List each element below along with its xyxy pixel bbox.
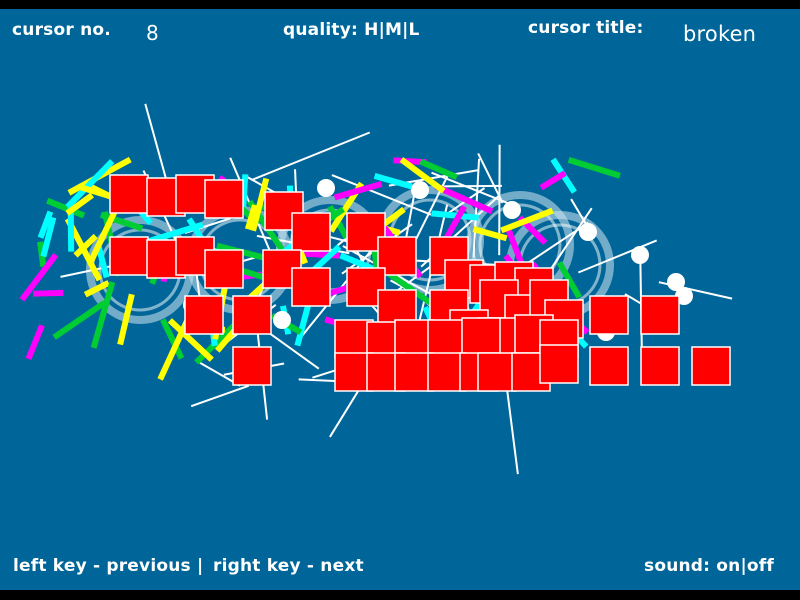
sound-label: sound: [644, 556, 711, 576]
red-square-trail [232, 346, 272, 386]
cursor-trail-canvas [19, 103, 733, 475]
white-line-trail [415, 173, 450, 240]
color-stick-trail [37, 210, 54, 239]
color-stick-trail [333, 181, 383, 201]
color-stick-trail [399, 157, 446, 194]
color-stick-trail [431, 210, 479, 221]
white-line-trail [442, 187, 486, 218]
white-line-trail [547, 207, 593, 274]
separator: | [402, 20, 409, 40]
white-dot [579, 223, 597, 241]
separator: | [197, 556, 204, 576]
color-stick-trail [33, 289, 64, 297]
sound-off-option[interactable]: off [746, 556, 774, 576]
color-stick-trail [382, 267, 436, 308]
color-stick-trail [25, 324, 45, 360]
white-line-trail [331, 174, 432, 216]
color-stick-trail [434, 183, 494, 215]
red-square-trail [291, 212, 331, 252]
red-square-trail [589, 346, 629, 386]
white-line-trail [440, 184, 502, 188]
color-stick-trail [90, 281, 116, 349]
color-stick-trail [472, 226, 508, 242]
color-stick-trail [52, 300, 107, 340]
white-line-trail [190, 384, 249, 408]
color-stick-trail [19, 253, 59, 302]
color-stick-trail [65, 159, 115, 210]
red-square-trail [427, 319, 467, 359]
color-stick-trail [117, 293, 135, 346]
color-stick-trail [73, 233, 98, 258]
sound-toggle: sound: on|off [644, 556, 774, 576]
white-line-trail [577, 239, 658, 274]
red-square-trail [109, 236, 149, 276]
white-dot [273, 311, 291, 329]
white-line-trail [472, 158, 481, 258]
previous-key-hint: left key - previous [13, 556, 191, 576]
red-square-trail [394, 319, 434, 359]
color-stick-trail [40, 216, 57, 258]
color-stick-trail [250, 177, 270, 232]
white-line-trail [251, 131, 371, 181]
white-dot [631, 246, 649, 264]
color-stick-trail [419, 158, 459, 180]
color-stick-trail [83, 280, 111, 298]
red-square-trail [291, 267, 331, 307]
white-dot [317, 179, 335, 197]
white-dot [503, 201, 521, 219]
color-stick-trail [160, 318, 185, 360]
red-square-trail [477, 352, 517, 392]
color-stick-trail [167, 318, 214, 362]
play-field [0, 9, 800, 590]
red-square-trail [232, 295, 272, 335]
quality-low-option[interactable]: L [408, 20, 420, 40]
cursor-no-label: cursor no. [12, 20, 111, 40]
color-stick-trail [88, 208, 119, 263]
color-stick-trail [244, 204, 258, 231]
red-square-trail [589, 295, 629, 335]
color-stick-trail [556, 261, 582, 299]
red-square-trail [204, 249, 244, 289]
separator: | [378, 20, 385, 40]
red-square-trail [204, 179, 244, 219]
color-stick-trail [157, 315, 192, 381]
color-stick-trail [567, 157, 621, 179]
white-dot [411, 181, 429, 199]
white-line-trail [477, 153, 504, 204]
quality-label: quality: [283, 20, 359, 40]
quality-medium-option[interactable]: M [385, 20, 403, 40]
color-stick-trail [148, 221, 204, 244]
cursor-no-value: 8 [146, 21, 159, 45]
sound-on-option[interactable]: on [716, 556, 741, 576]
red-square-trail [109, 174, 149, 214]
white-dot [667, 273, 685, 291]
cursor-title-value: broken [683, 22, 757, 46]
color-stick-trail [539, 170, 567, 191]
red-square-trail [539, 344, 579, 384]
color-stick-trail [500, 207, 554, 234]
red-square-trail [461, 317, 501, 357]
color-stick-trail [46, 197, 86, 219]
next-key-hint: right key - next [213, 556, 364, 576]
red-square-trail [640, 295, 680, 335]
quality-high-option[interactable]: H [364, 20, 379, 40]
color-stick-trail [373, 173, 413, 190]
red-square-trail [640, 346, 680, 386]
red-square-trail [691, 346, 731, 386]
red-square-trail [184, 295, 224, 335]
cursor-title-label: cursor title: [528, 18, 644, 38]
quality-selector: quality: H|M|L [283, 20, 420, 40]
separator: | [740, 556, 747, 576]
color-stick-trail [65, 192, 94, 216]
